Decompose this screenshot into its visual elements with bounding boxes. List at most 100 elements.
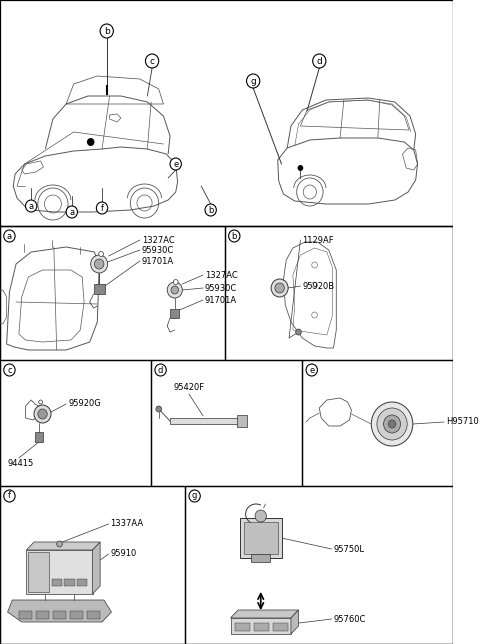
Text: b: b (231, 231, 237, 240)
Bar (235, 623, 251, 631)
Text: H95710: H95710 (446, 417, 479, 426)
Text: 1327AC: 1327AC (205, 270, 238, 279)
Text: 95420F: 95420F (173, 383, 204, 392)
Circle shape (173, 279, 178, 285)
Text: g: g (250, 77, 256, 86)
Polygon shape (8, 600, 111, 622)
Text: b: b (104, 26, 109, 35)
Polygon shape (291, 610, 299, 634)
Text: 95930C: 95930C (205, 283, 237, 292)
Circle shape (156, 406, 162, 412)
Bar (244, 522, 278, 554)
Circle shape (228, 230, 240, 242)
Circle shape (306, 364, 317, 376)
Circle shape (96, 202, 108, 214)
Bar (64, 579, 74, 586)
Text: 91701A: 91701A (205, 296, 237, 305)
Circle shape (4, 490, 15, 502)
Text: e: e (309, 366, 314, 375)
Bar (170, 309, 180, 318)
Circle shape (38, 409, 47, 419)
Circle shape (4, 364, 15, 376)
Circle shape (145, 54, 159, 68)
Bar (19, 611, 32, 619)
Text: f: f (100, 204, 104, 213)
Circle shape (4, 230, 15, 242)
Circle shape (34, 405, 51, 423)
Bar (35, 432, 43, 442)
Bar (254, 623, 269, 631)
Circle shape (371, 402, 413, 446)
Circle shape (189, 490, 200, 502)
Text: 94415: 94415 (8, 460, 34, 468)
Text: e: e (173, 160, 179, 169)
Bar (76, 579, 87, 586)
Text: 1337AA: 1337AA (110, 520, 144, 529)
Circle shape (384, 415, 400, 433)
Bar (87, 611, 100, 619)
Bar (185, 486, 454, 644)
Circle shape (39, 400, 43, 404)
Text: c: c (150, 57, 155, 66)
Text: d: d (316, 57, 322, 66)
Circle shape (247, 74, 260, 88)
Circle shape (100, 24, 113, 38)
Bar (52, 579, 62, 586)
Bar (36, 611, 49, 619)
Circle shape (312, 54, 326, 68)
Text: 95750L: 95750L (334, 544, 364, 553)
Bar (230, 618, 291, 634)
Bar (26, 550, 93, 594)
Circle shape (296, 329, 301, 335)
Circle shape (388, 420, 396, 428)
Circle shape (205, 204, 216, 216)
Text: 1327AC: 1327AC (142, 236, 174, 245)
Bar (94, 284, 105, 294)
Text: 1129AF: 1129AF (302, 236, 334, 245)
Polygon shape (230, 610, 299, 618)
Text: f: f (8, 491, 11, 500)
Text: c: c (7, 366, 12, 375)
Circle shape (57, 541, 62, 547)
Text: 95910: 95910 (110, 549, 137, 558)
Polygon shape (170, 418, 239, 424)
Text: a: a (7, 231, 12, 240)
Text: b: b (208, 205, 213, 214)
Text: a: a (69, 207, 74, 216)
Circle shape (170, 158, 181, 170)
Circle shape (271, 279, 288, 297)
Circle shape (167, 282, 182, 298)
Circle shape (66, 206, 77, 218)
Text: d: d (158, 366, 163, 375)
Bar (151, 360, 302, 486)
Bar (240, 518, 281, 558)
Circle shape (255, 510, 266, 522)
Text: g: g (192, 491, 197, 500)
Bar (53, 611, 66, 619)
Circle shape (91, 255, 108, 273)
Bar (28, 552, 49, 592)
Polygon shape (93, 542, 100, 594)
Bar (237, 415, 247, 427)
Text: 95920G: 95920G (68, 399, 101, 408)
Text: a: a (29, 202, 34, 211)
Circle shape (25, 200, 37, 212)
Bar (302, 360, 454, 486)
Bar (0, 360, 151, 486)
Bar (0, 486, 185, 644)
Bar (70, 611, 83, 619)
Bar (273, 623, 288, 631)
Bar (0, 0, 454, 226)
Text: 95920B: 95920B (302, 281, 335, 290)
Bar (0, 226, 225, 360)
Circle shape (275, 283, 284, 293)
Circle shape (95, 259, 104, 269)
Bar (0, 226, 454, 644)
Circle shape (155, 364, 166, 376)
Circle shape (298, 165, 303, 171)
Circle shape (87, 138, 95, 146)
Bar (252, 554, 270, 562)
Bar (225, 226, 454, 360)
Circle shape (171, 286, 179, 294)
Polygon shape (26, 542, 100, 550)
